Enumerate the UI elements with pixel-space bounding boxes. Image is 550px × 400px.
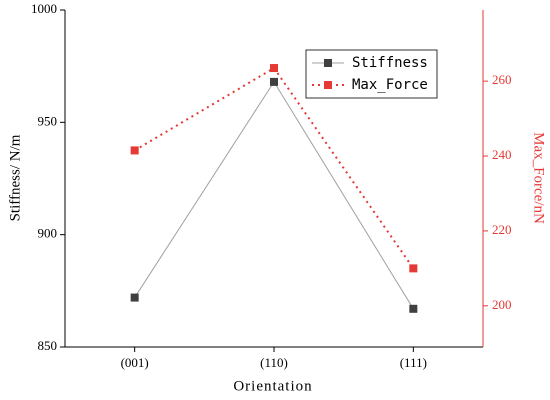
marker: [409, 264, 418, 273]
marker: [130, 146, 139, 155]
series-line: [134, 66, 415, 269]
legend-marker: [324, 81, 332, 89]
y-tick-label: 950: [38, 113, 58, 128]
y2-tick-label: 240: [492, 147, 512, 162]
y-tick-label: 1000: [31, 1, 57, 16]
y2-tick-label: 200: [492, 297, 512, 312]
legend-marker: [324, 59, 332, 67]
x-tick-label: (110): [260, 355, 288, 370]
x-tick-label: (111): [400, 355, 427, 370]
x-axis-title: Orientation: [233, 378, 312, 394]
legend-label: Max_Force: [352, 77, 428, 93]
marker: [270, 64, 278, 73]
y2-axis-title: Max_Force/nN: [531, 132, 547, 224]
y-tick-label: 850: [38, 338, 58, 353]
legend-label: Stiffness: [352, 55, 428, 71]
marker: [270, 77, 278, 86]
y-axis-title: Stiffness/ N/m: [7, 134, 23, 221]
series-line: [134, 80, 414, 310]
y2-tick-label: 220: [492, 222, 512, 237]
x-tick-label: (001): [121, 355, 149, 370]
y-tick-label: 900: [38, 226, 58, 241]
marker: [409, 304, 418, 313]
legend-box: [305, 49, 438, 99]
marker: [130, 293, 139, 302]
y2-tick-label: 260: [492, 72, 512, 87]
